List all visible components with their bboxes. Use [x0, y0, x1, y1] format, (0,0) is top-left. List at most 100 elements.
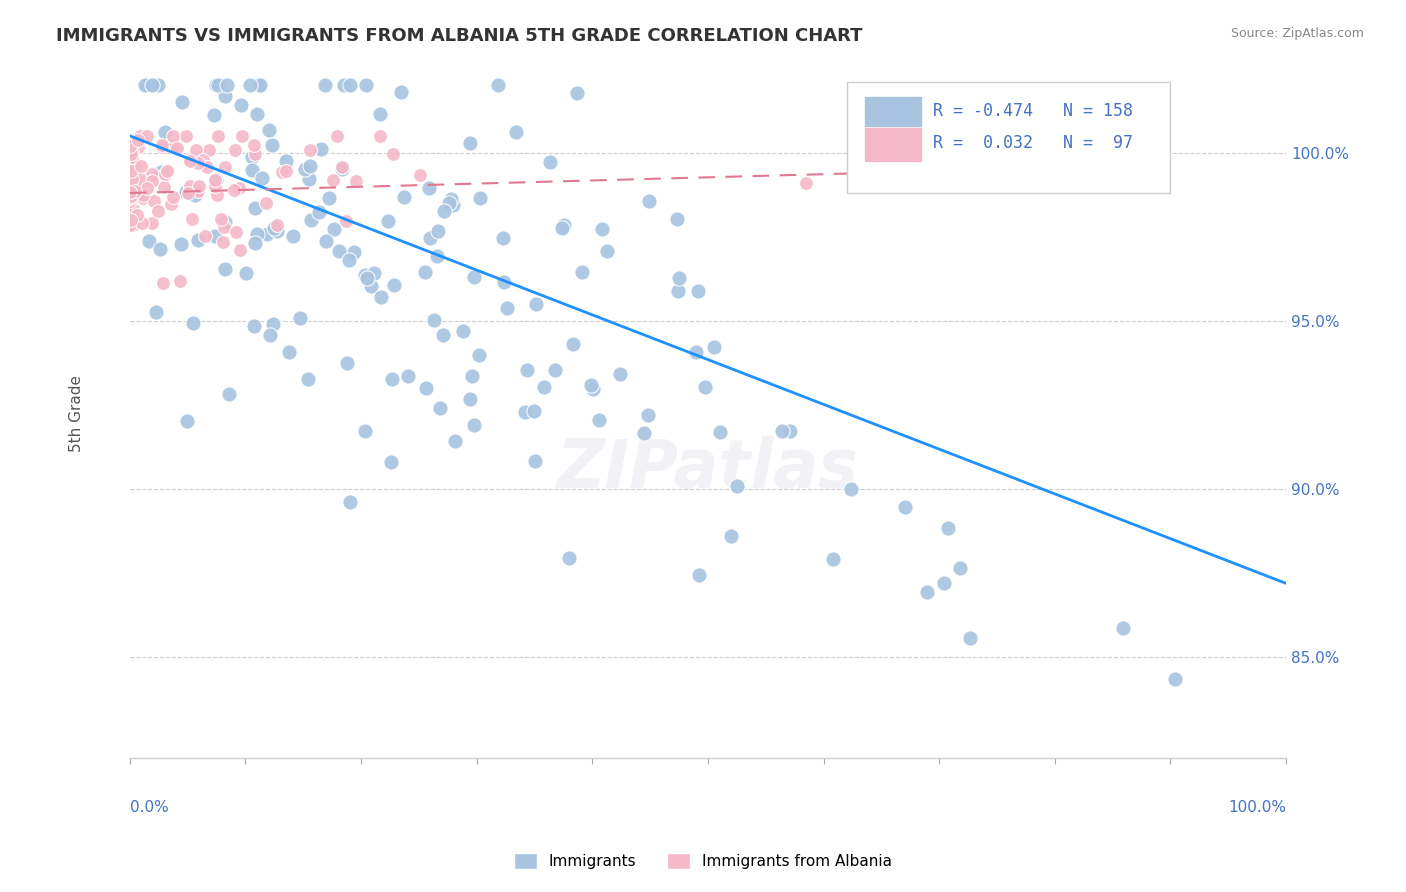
Point — [463, 269, 485, 284]
Text: ZIPatlas: ZIPatlas — [557, 435, 859, 501]
Point — [176, 185, 198, 199]
Point — [429, 401, 451, 415]
Point — [131, 216, 153, 230]
Point — [179, 179, 201, 194]
Point — [162, 190, 184, 204]
Point — [468, 348, 491, 362]
Point — [260, 138, 283, 153]
Point — [245, 201, 267, 215]
Point — [122, 218, 145, 232]
Point — [120, 190, 142, 204]
Point — [823, 551, 845, 566]
Legend: Immigrants, Immigrants from Albania: Immigrants, Immigrants from Albania — [508, 847, 898, 875]
Point — [207, 188, 229, 202]
Point — [162, 128, 184, 143]
Point — [330, 162, 353, 177]
Point — [343, 245, 366, 260]
Point — [141, 173, 163, 187]
Text: 0.0%: 0.0% — [129, 800, 169, 814]
Point — [443, 434, 465, 448]
Point — [187, 184, 209, 198]
Point — [959, 631, 981, 645]
Point — [136, 78, 159, 93]
Text: IMMIGRANTS VS IMMIGRANTS FROM ALBANIA 5TH GRADE CORRELATION CHART: IMMIGRANTS VS IMMIGRANTS FROM ALBANIA 5T… — [56, 27, 863, 45]
Point — [239, 78, 262, 93]
Point — [204, 78, 226, 93]
Point — [141, 78, 163, 93]
Point — [553, 218, 575, 232]
Point — [544, 362, 567, 376]
Point — [1112, 621, 1135, 635]
Point — [794, 176, 817, 190]
Point — [121, 171, 143, 186]
Point — [169, 237, 191, 252]
Point — [495, 301, 517, 315]
Point — [120, 191, 142, 205]
Point — [128, 128, 150, 143]
Point — [413, 265, 436, 279]
Point — [523, 403, 546, 417]
Point — [121, 212, 143, 227]
Point — [894, 500, 917, 514]
Point — [936, 521, 959, 535]
Point — [637, 409, 659, 423]
Point — [368, 128, 391, 143]
Point — [152, 276, 174, 290]
Point — [120, 168, 142, 182]
Point — [166, 141, 188, 155]
Point — [380, 372, 402, 386]
Point — [120, 189, 142, 203]
Point — [209, 212, 232, 227]
Point — [118, 218, 141, 232]
Point — [138, 234, 160, 248]
Point — [551, 221, 574, 235]
Point — [323, 221, 346, 235]
Point — [217, 78, 239, 93]
Point — [172, 95, 194, 109]
Point — [149, 242, 172, 256]
Point — [250, 170, 273, 185]
Point — [176, 414, 198, 428]
Point — [121, 161, 143, 175]
Point — [262, 318, 284, 332]
Point — [179, 152, 201, 166]
Point — [118, 139, 141, 153]
Point — [266, 218, 288, 232]
Point — [409, 168, 432, 182]
Point — [197, 161, 219, 175]
Point — [932, 576, 955, 591]
Point — [124, 184, 146, 198]
Point — [318, 191, 340, 205]
Point — [187, 156, 209, 170]
Point — [121, 172, 143, 186]
Point — [184, 187, 207, 202]
Point — [354, 424, 377, 438]
Point — [665, 212, 688, 227]
Text: 5th Grade: 5th Grade — [69, 375, 83, 452]
Point — [222, 183, 245, 197]
Point — [120, 194, 142, 208]
Point — [581, 378, 603, 392]
Point — [153, 179, 176, 194]
Point — [134, 78, 156, 93]
Point — [181, 316, 204, 330]
Point — [308, 205, 330, 219]
Point — [339, 495, 361, 509]
Point — [356, 270, 378, 285]
Point — [207, 78, 229, 93]
Point — [254, 196, 277, 211]
Point — [314, 78, 336, 93]
Point — [132, 187, 155, 202]
Point — [298, 159, 321, 173]
Point — [240, 150, 263, 164]
Point — [505, 125, 527, 139]
Point — [127, 133, 149, 147]
Point — [339, 253, 361, 268]
Point — [214, 161, 236, 175]
Point — [432, 327, 454, 342]
Point — [637, 194, 659, 208]
Point — [141, 167, 163, 181]
Point — [382, 277, 405, 292]
Point — [725, 479, 748, 493]
Point — [325, 128, 347, 143]
